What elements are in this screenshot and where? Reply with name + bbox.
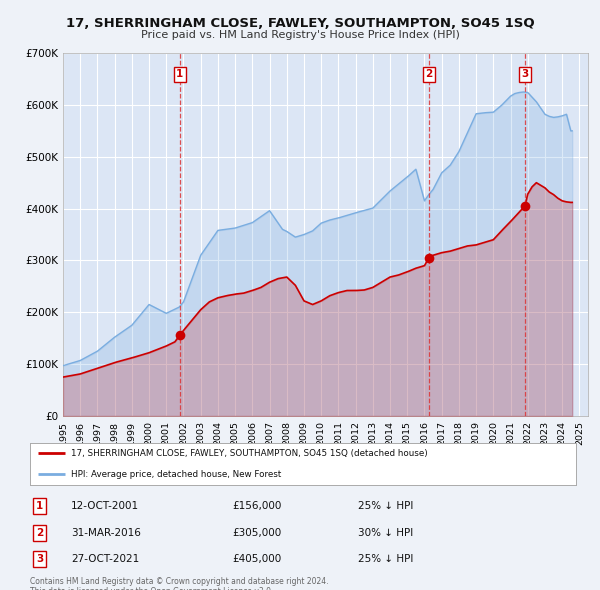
Text: 17, SHERRINGHAM CLOSE, FAWLEY, SOUTHAMPTON, SO45 1SQ (detached house): 17, SHERRINGHAM CLOSE, FAWLEY, SOUTHAMPT… — [71, 448, 428, 458]
Text: Price paid vs. HM Land Registry's House Price Index (HPI): Price paid vs. HM Land Registry's House … — [140, 30, 460, 40]
Text: 1: 1 — [36, 502, 43, 511]
Text: 1: 1 — [176, 70, 184, 80]
Text: 30% ↓ HPI: 30% ↓ HPI — [358, 527, 413, 537]
Text: Contains HM Land Registry data © Crown copyright and database right 2024.
This d: Contains HM Land Registry data © Crown c… — [30, 577, 329, 590]
Text: 17, SHERRINGHAM CLOSE, FAWLEY, SOUTHAMPTON, SO45 1SQ: 17, SHERRINGHAM CLOSE, FAWLEY, SOUTHAMPT… — [65, 17, 535, 30]
Text: 12-OCT-2001: 12-OCT-2001 — [71, 502, 139, 511]
Text: HPI: Average price, detached house, New Forest: HPI: Average price, detached house, New … — [71, 470, 281, 479]
Text: £305,000: £305,000 — [232, 527, 281, 537]
Text: £156,000: £156,000 — [232, 502, 281, 511]
Text: 2: 2 — [425, 70, 433, 80]
Text: 31-MAR-2016: 31-MAR-2016 — [71, 527, 141, 537]
Text: 2: 2 — [36, 527, 43, 537]
Text: 25% ↓ HPI: 25% ↓ HPI — [358, 502, 413, 511]
Text: 25% ↓ HPI: 25% ↓ HPI — [358, 554, 413, 564]
Text: 3: 3 — [521, 70, 529, 80]
Text: £405,000: £405,000 — [232, 554, 281, 564]
Text: 27-OCT-2021: 27-OCT-2021 — [71, 554, 139, 564]
Text: 3: 3 — [36, 554, 43, 564]
